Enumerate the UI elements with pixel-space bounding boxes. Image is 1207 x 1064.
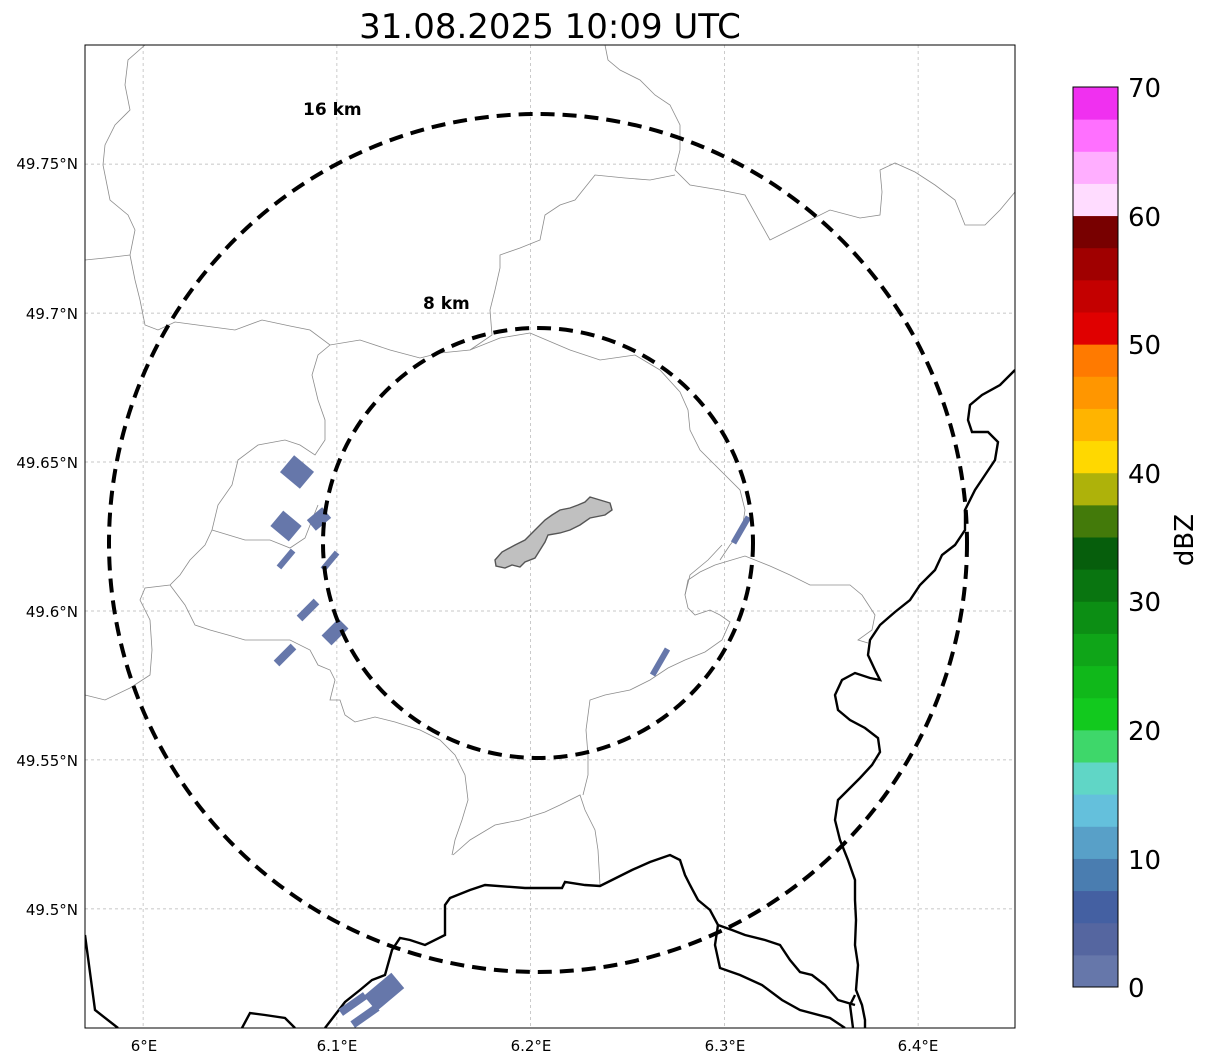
country-border	[713, 924, 846, 1028]
lon-tick-label: 6.3°E	[705, 1037, 746, 1055]
admin-boundary	[85, 344, 331, 701]
colorbar-ticks: 70 60 50 40 30 20 10 0	[1128, 74, 1161, 1004]
colorbar-swatch	[1073, 151, 1118, 184]
echo-cell	[276, 548, 296, 570]
lat-tick-label: 49.65°N	[16, 454, 78, 472]
lat-tick-labels: 49.75°N 49.7°N 49.65°N 49.6°N 49.55°N 49…	[16, 155, 78, 919]
map-title: 31.08.2025 10:09 UTC	[359, 7, 741, 47]
range-ring-8km	[321, 326, 755, 760]
colorbar-swatch	[1073, 344, 1118, 377]
colorbar-swatch	[1073, 215, 1118, 249]
country-border	[833, 369, 1015, 1028]
admin-boundary	[169, 584, 469, 856]
echo-cell	[350, 1004, 380, 1028]
colorbar-swatch	[1073, 376, 1118, 409]
admin-boundary	[452, 794, 601, 886]
colorbar-swatch	[1073, 183, 1118, 217]
range-ring-label-8km: 8 km	[423, 294, 470, 314]
colorbar-tick-label: 10	[1128, 846, 1161, 876]
gridlines	[85, 45, 1015, 1028]
echo-cell	[270, 510, 302, 542]
country-borders	[85, 369, 1015, 1028]
admin-boundary	[582, 555, 876, 796]
colorbar-swatch	[1073, 890, 1118, 924]
lon-tick-label: 6°E	[131, 1037, 158, 1055]
colorbar-swatch	[1073, 826, 1118, 859]
colorbar-swatch	[1073, 440, 1118, 474]
colorbar-tick-label: 60	[1128, 203, 1161, 233]
colorbar-tick-label: 20	[1128, 717, 1161, 747]
range-rings	[107, 112, 969, 974]
radar-echoes	[270, 455, 752, 1028]
lon-tick-labels: 6°E 6.1°E 6.2°E 6.3°E 6.4°E	[131, 1037, 939, 1055]
lat-tick-label: 49.55°N	[16, 752, 78, 770]
lon-tick-label: 6.1°E	[317, 1037, 358, 1055]
colorbar-swatch	[1073, 279, 1118, 313]
admin-boundaries	[85, 45, 1015, 886]
colorbar-tick-label: 70	[1128, 74, 1161, 104]
lat-tick-label: 49.75°N	[16, 155, 78, 173]
colorbar-swatch	[1073, 697, 1118, 731]
admin-boundary	[684, 544, 723, 596]
colorbar-swatch	[1073, 247, 1118, 281]
echo-cell	[730, 515, 752, 545]
colorbar-tick-label: 40	[1128, 460, 1161, 490]
colorbar-swatch	[1073, 472, 1118, 506]
echo-cell	[338, 992, 368, 1016]
range-ring-16km	[107, 112, 969, 974]
colorbar-frame	[1072, 86, 1119, 988]
colorbar-swatch	[1073, 633, 1118, 667]
echo-cell	[649, 647, 671, 677]
colorbar-swatch	[1073, 729, 1118, 763]
lon-tick-label: 6.2°E	[511, 1037, 552, 1055]
colorbar-swatch	[1073, 858, 1118, 892]
colorbar	[1073, 87, 1118, 988]
echo-cell	[273, 643, 297, 667]
colorbar-swatch	[1073, 922, 1118, 956]
colorbar-swatch	[1073, 87, 1118, 120]
admin-boundary	[469, 174, 676, 351]
echo-cell	[279, 455, 315, 489]
colorbar-swatch	[1073, 504, 1118, 538]
country-border	[848, 994, 857, 1028]
colorbar-swatch	[1073, 569, 1118, 602]
echo-cell	[321, 618, 349, 646]
map-frame	[84, 44, 1016, 1029]
colorbar-swatch	[1073, 119, 1118, 152]
colorbar-swatch	[1073, 954, 1118, 988]
colorbar-swatch	[1073, 794, 1118, 827]
colorbar-tick-label: 30	[1128, 588, 1161, 618]
colorbar-swatch	[1073, 762, 1118, 795]
map-plot-area	[85, 45, 1015, 1028]
colorbar-tick-label: 0	[1128, 974, 1145, 1004]
range-ring-label-16km: 16 km	[303, 100, 362, 120]
lat-tick-label: 49.6°N	[26, 603, 78, 621]
country-border	[85, 934, 119, 1028]
colorbar-swatch	[1073, 601, 1118, 634]
colorbar-swatch	[1073, 537, 1118, 570]
colorbar-swatch	[1073, 312, 1118, 345]
colorbar-tick-label: 50	[1128, 331, 1161, 361]
lat-tick-label: 49.5°N	[26, 901, 78, 919]
country-border	[324, 853, 856, 1028]
country-border	[240, 1011, 296, 1028]
lon-tick-label: 6.4°E	[898, 1037, 939, 1055]
colorbar-swatch	[1073, 408, 1118, 442]
colorbar-label: dBZ	[1170, 514, 1200, 566]
urban-area	[494, 496, 613, 569]
admin-boundary	[604, 45, 1015, 241]
colorbar-swatch	[1073, 665, 1118, 699]
echo-cell	[296, 598, 320, 622]
echo-cell	[363, 972, 405, 1012]
lat-tick-label: 49.7°N	[26, 305, 78, 323]
